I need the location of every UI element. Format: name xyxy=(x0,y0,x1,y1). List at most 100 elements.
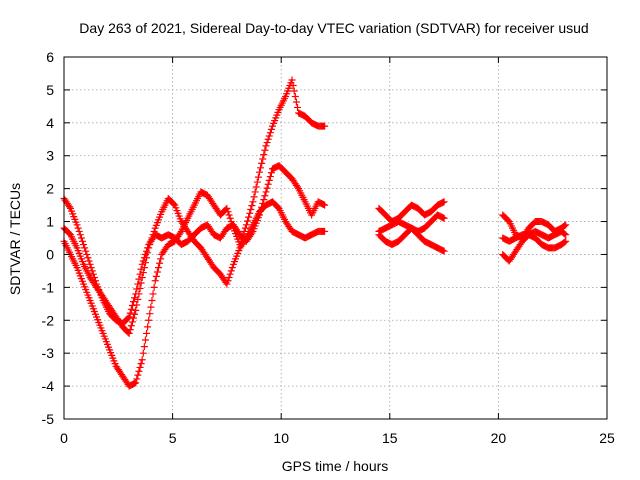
data-point-marker xyxy=(289,82,297,90)
data-point-marker xyxy=(80,241,88,249)
data-point-marker xyxy=(151,277,159,285)
data-point-marker xyxy=(82,247,90,255)
x-tick-label: 20 xyxy=(491,430,507,446)
data-point-marker xyxy=(246,209,254,217)
data-point-marker xyxy=(86,260,94,268)
chart-title: Day 263 of 2021, Sidereal Day-to-day VTE… xyxy=(79,20,588,36)
data-point-marker xyxy=(266,173,274,181)
data-point-marker xyxy=(562,221,570,229)
data-point-marker xyxy=(440,214,448,222)
data-point-marker xyxy=(149,231,157,239)
data-point-marker xyxy=(236,241,244,249)
data-point-marker xyxy=(266,129,274,137)
data-point-marker xyxy=(126,326,134,334)
data-point-marker xyxy=(65,203,73,211)
data-point-marker xyxy=(249,198,257,206)
data-point-marker xyxy=(254,173,262,181)
data-point-marker xyxy=(73,221,81,229)
x-axis-label: GPS time / hours xyxy=(282,458,389,474)
data-point-marker xyxy=(265,176,273,184)
data-point-marker xyxy=(144,323,152,331)
data-point-marker xyxy=(144,249,152,257)
data-point-marker xyxy=(237,237,245,245)
data-point-marker xyxy=(125,329,133,337)
data-point-marker xyxy=(225,273,233,281)
data-point-marker xyxy=(132,306,140,314)
y-tick-label: -2 xyxy=(42,312,55,328)
data-point-marker xyxy=(562,231,570,239)
x-tick-label: 15 xyxy=(382,430,398,446)
data-point-marker xyxy=(128,318,136,326)
data-point-marker xyxy=(157,255,165,263)
data-point-marker xyxy=(170,200,178,208)
data-point-marker xyxy=(265,132,273,140)
data-point-marker xyxy=(132,379,140,387)
axis-ticks: 0 5 10 15 20 25 -5 -4 -3 -2 -1 0 1 2 3 4 5 6 xyxy=(42,49,615,446)
data-point-marker xyxy=(321,122,329,130)
data-point-marker xyxy=(223,204,231,212)
data-point-marker xyxy=(262,188,270,196)
data-point-marker xyxy=(136,363,144,371)
data-point-marker xyxy=(138,273,146,281)
y-tick-label: -1 xyxy=(42,279,55,295)
data-point-marker xyxy=(561,230,569,238)
data-point-marker xyxy=(134,371,142,379)
series-1 xyxy=(60,162,570,328)
data-point-marker xyxy=(85,257,93,265)
data-point-marker xyxy=(76,231,84,239)
y-tick-label: 5 xyxy=(46,82,54,98)
data-point-marker xyxy=(238,234,246,242)
data-point-marker xyxy=(136,284,144,292)
data-point-marker xyxy=(253,178,261,186)
y-tick-label: -4 xyxy=(42,378,55,394)
y-tick-label: 2 xyxy=(46,181,54,197)
data-point-marker xyxy=(264,135,272,143)
data-point-marker xyxy=(133,301,141,309)
data-point-marker xyxy=(260,151,268,159)
data-point-marker xyxy=(126,309,134,317)
data-point-marker xyxy=(74,224,82,232)
data-point-marker xyxy=(261,146,269,154)
data-point-marker xyxy=(145,316,153,324)
data-point-marker xyxy=(140,343,148,351)
data-point-marker xyxy=(244,217,252,225)
data-point-marker xyxy=(250,193,258,201)
data-point-marker xyxy=(150,283,158,291)
data-point-marker xyxy=(241,236,249,244)
x-tick-label: 25 xyxy=(599,430,615,446)
data-point-marker xyxy=(239,231,247,239)
data-point-marker xyxy=(263,139,271,147)
data-point-marker xyxy=(224,277,232,285)
data-point-marker xyxy=(288,76,296,84)
data-point-marker xyxy=(137,360,145,368)
data-point-marker xyxy=(440,247,448,255)
data-point-marker xyxy=(127,322,135,330)
data-point-marker xyxy=(248,202,256,210)
y-tick-label: 1 xyxy=(46,214,54,230)
data-point-marker xyxy=(78,237,86,245)
data-point-marker xyxy=(148,297,156,305)
data-point-marker xyxy=(259,155,267,163)
data-point-marker xyxy=(127,305,135,313)
data-point-marker xyxy=(292,98,300,106)
data-point-marker xyxy=(225,211,233,219)
data-point-marker xyxy=(130,298,138,306)
data-point-marker xyxy=(257,164,265,172)
data-point-marker xyxy=(139,349,147,357)
data-point-marker xyxy=(81,244,89,252)
data-point-marker xyxy=(146,241,154,249)
y-tick-label: 3 xyxy=(46,148,54,164)
data-point-marker xyxy=(134,295,142,303)
data-point-marker xyxy=(84,254,92,262)
data-point-marker xyxy=(176,229,184,237)
data-point-marker xyxy=(247,205,255,213)
data-point-marker xyxy=(130,314,138,322)
data-point-marker xyxy=(141,336,149,344)
data-point-marker xyxy=(135,290,143,298)
y-tick-label: 6 xyxy=(46,49,54,65)
series-2 xyxy=(60,195,570,337)
data-point-marker xyxy=(240,227,248,235)
data-point-marker xyxy=(227,267,235,275)
data-point-marker xyxy=(139,269,147,277)
data-point-marker xyxy=(140,264,148,272)
